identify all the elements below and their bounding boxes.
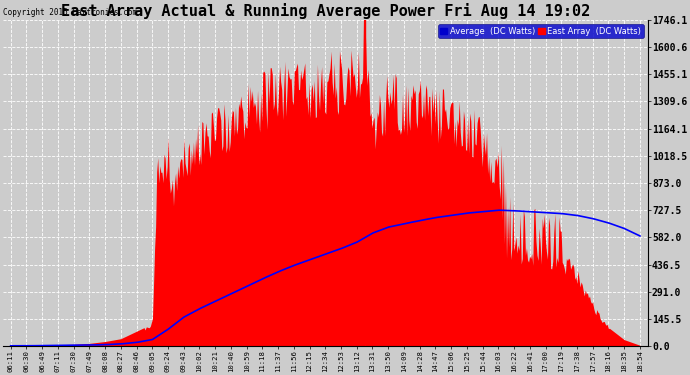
- Legend: Average  (DC Watts), East Array  (DC Watts): Average (DC Watts), East Array (DC Watts…: [438, 24, 644, 38]
- Title: East Array Actual & Running Average Power Fri Aug 14 19:02: East Array Actual & Running Average Powe…: [61, 3, 590, 19]
- Text: Copyright 2015 Cartronics.com: Copyright 2015 Cartronics.com: [3, 8, 137, 16]
